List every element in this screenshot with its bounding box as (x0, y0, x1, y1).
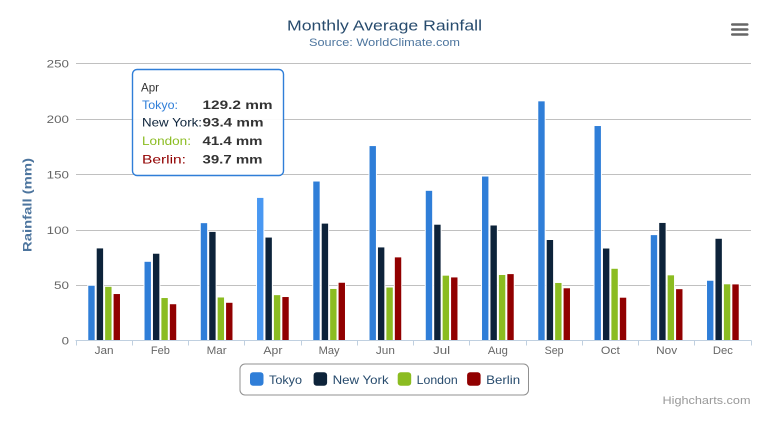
svg-text:50: 50 (54, 280, 69, 292)
svg-text:Sep: Sep (545, 345, 564, 357)
svg-text:New York: New York (333, 373, 390, 387)
svg-text:Mar: Mar (207, 345, 227, 357)
svg-text:Monthly Average Rainfall: Monthly Average Rainfall (287, 18, 482, 35)
svg-text:200: 200 (47, 114, 69, 126)
svg-text:Highcharts.com: Highcharts.com (663, 395, 751, 407)
svg-text:London:: London: (142, 134, 191, 148)
svg-text:250: 250 (47, 59, 69, 71)
svg-text:Apr: Apr (141, 81, 159, 95)
svg-text:Dec: Dec (713, 345, 734, 357)
svg-text:Rainfall (mm): Rainfall (mm) (21, 158, 35, 252)
svg-text:41.4 mm: 41.4 mm (203, 134, 263, 148)
svg-text:Jun: Jun (376, 345, 395, 357)
svg-text:39.7 mm: 39.7 mm (203, 153, 263, 167)
svg-text:0: 0 (62, 336, 69, 348)
svg-text:London: London (417, 373, 458, 387)
svg-text:Source: WorldClimate.com: Source: WorldClimate.com (309, 37, 460, 49)
svg-text:Oct: Oct (601, 345, 620, 357)
svg-text:Jan: Jan (95, 345, 114, 357)
svg-text:100: 100 (47, 225, 69, 237)
svg-text:150: 150 (47, 169, 69, 181)
svg-text:New York:: New York: (142, 116, 202, 130)
svg-text:Berlin: Berlin (486, 373, 520, 387)
svg-text:Jul: Jul (433, 345, 450, 357)
svg-text:129.2 mm: 129.2 mm (203, 98, 273, 112)
svg-text:Aug: Aug (488, 345, 508, 357)
svg-text:May: May (319, 345, 341, 357)
svg-text:93.4 mm: 93.4 mm (203, 116, 264, 130)
svg-text:Apr: Apr (263, 345, 282, 357)
svg-text:Berlin:: Berlin: (142, 153, 186, 167)
svg-text:Tokyo: Tokyo (269, 373, 302, 387)
svg-text:Tokyo:: Tokyo: (142, 98, 178, 112)
svg-text:Nov: Nov (656, 345, 678, 357)
svg-text:Feb: Feb (151, 345, 170, 357)
